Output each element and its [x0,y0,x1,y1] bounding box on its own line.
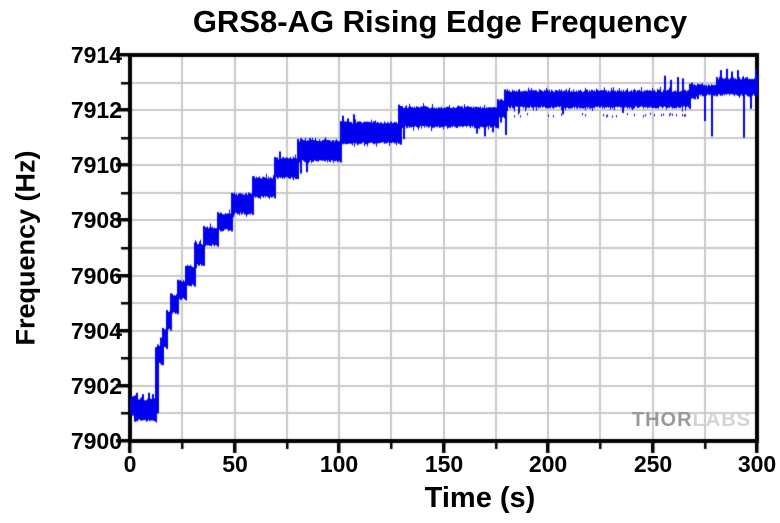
x-tick-label: 200 [528,451,568,477]
x-tick-label: 150 [424,451,464,477]
watermark-thor-text: THOR [631,409,693,431]
y-tick-label: 7914 [70,42,122,68]
y-axis-title: Frequency (Hz) [10,150,41,346]
y-tick-label: 7900 [70,428,122,454]
y-tick-label: 7912 [70,97,122,123]
y-tick-label: 7906 [70,263,122,289]
y-tick-label: 7908 [70,207,122,233]
x-axis-title: Time (s) [424,482,536,514]
x-tick-label: 100 [319,451,359,477]
x-tick-label: 300 [737,451,777,477]
y-tick-label: 7904 [70,318,122,344]
x-tick-label: 250 [633,451,673,477]
watermark-labs-text: LABS [692,409,751,431]
x-tick-label: 50 [222,451,248,477]
chart-title: GRS8-AG Rising Edge Frequency [192,4,688,39]
x-tick-label: 0 [123,451,137,477]
thorlabs-watermark: THORLABS [632,409,751,432]
y-tick-label: 7902 [70,373,122,399]
y-tick-label: 7910 [70,152,122,178]
